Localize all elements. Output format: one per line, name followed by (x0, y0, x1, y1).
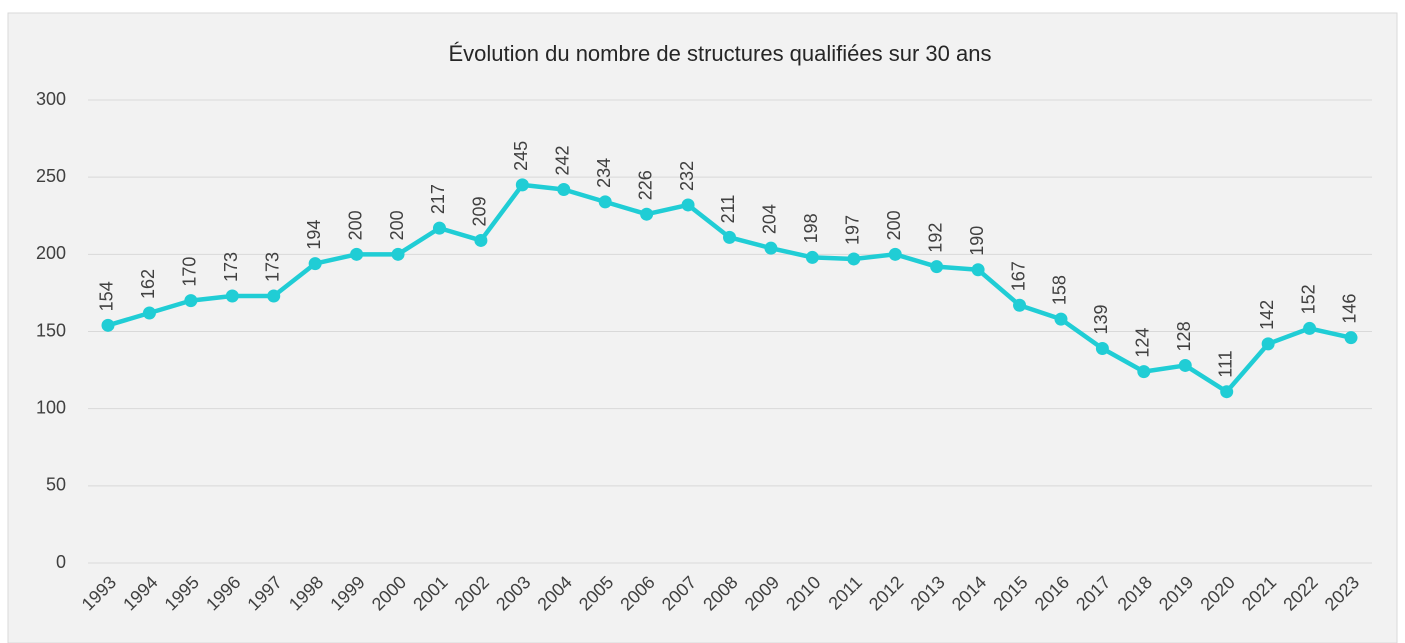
data-label: 142 (1257, 300, 1277, 330)
marker (1344, 331, 1358, 345)
chart-background (7, 12, 1398, 643)
marker (308, 257, 322, 271)
data-label: 197 (843, 215, 863, 245)
marker (474, 233, 488, 247)
marker (1220, 385, 1234, 399)
data-label: 173 (221, 252, 241, 282)
marker (267, 289, 281, 303)
data-label: 190 (967, 226, 987, 256)
data-label: 111 (1215, 350, 1235, 377)
y-tick-label: 250 (36, 166, 66, 186)
y-tick-label: 200 (36, 243, 66, 263)
data-label: 232 (677, 161, 697, 191)
data-label: 128 (1174, 321, 1194, 351)
data-label: 167 (1008, 261, 1028, 291)
data-label: 170 (180, 257, 200, 287)
y-tick-label: 300 (36, 89, 66, 109)
marker (805, 250, 819, 264)
data-label: 194 (304, 220, 324, 250)
marker (1095, 341, 1109, 355)
marker (681, 198, 695, 212)
data-label: 217 (428, 184, 448, 214)
marker (598, 195, 612, 209)
data-label: 245 (511, 141, 531, 171)
data-label: 234 (594, 158, 614, 188)
data-label: 152 (1298, 284, 1318, 314)
data-label: 139 (1091, 304, 1111, 334)
data-label: 158 (1050, 275, 1070, 305)
marker (930, 260, 944, 274)
marker (1137, 365, 1151, 379)
marker (350, 247, 364, 261)
marker (142, 306, 156, 320)
y-tick-label: 150 (36, 320, 66, 340)
marker (1261, 337, 1275, 351)
marker (225, 289, 239, 303)
marker (557, 183, 571, 197)
data-label: 204 (760, 204, 780, 234)
data-label: 226 (635, 170, 655, 200)
marker (888, 247, 902, 261)
marker (391, 247, 405, 261)
data-label: 200 (345, 210, 365, 240)
marker (1178, 358, 1192, 372)
data-label: 211 (718, 195, 738, 224)
y-tick-label: 50 (46, 475, 66, 495)
marker (432, 221, 446, 235)
marker (515, 178, 529, 192)
data-label: 173 (262, 252, 282, 282)
marker (101, 318, 115, 332)
marker (847, 252, 861, 266)
data-label: 200 (387, 210, 407, 240)
data-label: 192 (925, 223, 945, 253)
marker (971, 263, 985, 277)
chart-title: Évolution du nombre de structures qualif… (449, 41, 992, 66)
data-label: 154 (97, 281, 117, 311)
marker (640, 207, 654, 221)
y-tick-label: 0 (56, 552, 66, 572)
data-label: 242 (553, 145, 573, 175)
marker (1054, 312, 1068, 326)
y-tick-label: 100 (36, 397, 66, 417)
data-label: 124 (1133, 328, 1153, 358)
marker (764, 241, 778, 255)
data-label: 209 (470, 196, 490, 226)
data-label: 198 (801, 213, 821, 243)
marker (723, 230, 736, 244)
marker (1303, 321, 1317, 335)
marker (184, 294, 198, 308)
data-label: 162 (138, 269, 158, 299)
data-label: 200 (884, 210, 904, 240)
marker (1013, 298, 1027, 312)
data-label: 146 (1340, 294, 1360, 324)
